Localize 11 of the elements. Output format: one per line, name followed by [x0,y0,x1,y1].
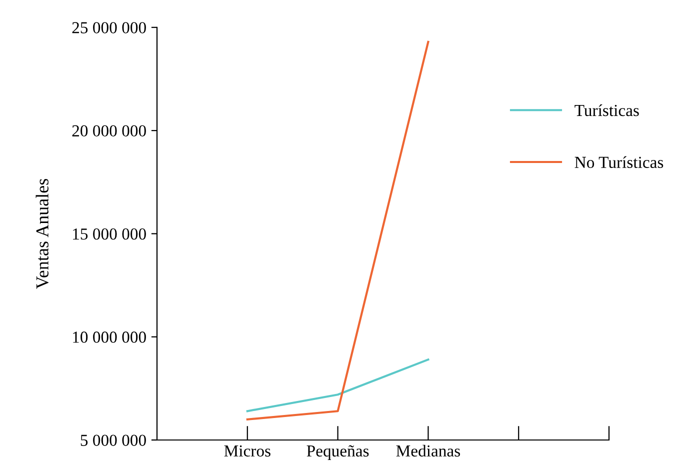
y-tick-label: 5 000 000 [80,434,146,446]
y-tick-label: 15 000 000 [73,228,146,240]
y-tick-label: 25 000 000 [72,22,146,34]
x-tick-label: Medianas [396,444,460,457]
x-tick-label: Pequeñas [306,445,369,460]
y-axis-title: Ventas Anuales [36,178,49,289]
y-tick-label: 10 000 000 [73,332,146,343]
x-tick-label: Micros [224,445,270,457]
legend-label: Turísticas [574,104,639,116]
y-tick-label: 20 000 000 [72,125,146,136]
legend-label: No Turísticas [574,156,664,168]
